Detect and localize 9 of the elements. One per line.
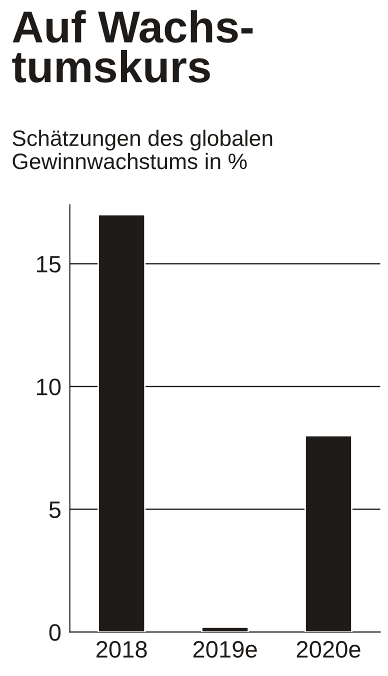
y-tick-label: 10 xyxy=(37,378,61,396)
chart-title: Auf Wachs- tumskurs xyxy=(12,10,253,83)
x-tick-label: 2020e xyxy=(296,641,360,658)
y-tick-label: 0 xyxy=(49,624,61,641)
y-tick-label: 15 xyxy=(37,256,61,273)
x-tick-label: 2018 xyxy=(96,641,147,658)
y-tick-label: 5 xyxy=(49,502,61,518)
chart-subtitle: Schätzungen des globalen Gewinnwachstums in % xyxy=(12,130,272,170)
x-tick-label: 2019e xyxy=(193,641,257,658)
